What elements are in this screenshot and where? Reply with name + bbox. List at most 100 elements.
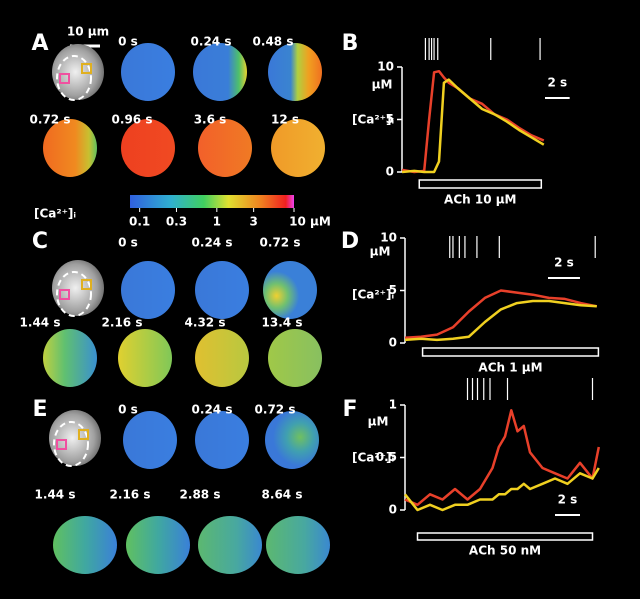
cell-frame <box>198 516 262 574</box>
trace <box>401 69 545 174</box>
time-label: 0.72 s <box>30 113 71 127</box>
time-label: 1.44 s <box>35 488 76 502</box>
cell-frame <box>53 516 117 574</box>
time-label: 0.24 s <box>192 236 233 250</box>
cell-frame <box>271 119 325 177</box>
stimulus-bar <box>416 532 594 541</box>
y-tick-label: 10 <box>380 231 397 245</box>
y-unit: µM <box>372 78 393 92</box>
cell-frame <box>43 119 97 177</box>
time-label: 8.64 s <box>262 488 303 502</box>
colorbar-tick-label: 0.3 <box>166 215 187 229</box>
stimulus-label: ACh 10 µM <box>444 193 516 207</box>
panel-letter: C <box>32 229 48 254</box>
stimulus-bar <box>418 179 543 189</box>
stimulus-label: ACh 50 nM <box>469 544 541 558</box>
gray-cell <box>52 260 104 316</box>
cell-frame <box>198 119 252 177</box>
colorbar-tick-label: 1 <box>213 215 221 229</box>
time-label: 0 s <box>118 35 138 49</box>
cell-frame <box>195 329 249 387</box>
time-label: 2.16 s <box>110 488 151 502</box>
time-label: 0.72 s <box>260 236 301 250</box>
y-tick-label: 0 <box>386 165 394 179</box>
cell-frame <box>121 261 175 319</box>
y-axis-label: [Ca²⁺]ᵢ <box>352 113 394 127</box>
cell-frame <box>193 43 247 101</box>
colorbar <box>130 195 294 208</box>
micron-scale-label: 10 µm <box>67 25 109 39</box>
cell-frame <box>43 329 97 387</box>
cell-outline <box>56 55 92 101</box>
cell-frame <box>195 411 249 469</box>
y-axis-label: [Ca²⁺]ᵢ <box>352 288 394 302</box>
time-label: 0 s <box>118 236 138 250</box>
panel-letter: B <box>342 31 359 56</box>
time-scale-label: 2 s <box>554 256 574 270</box>
roi-yellow <box>81 63 92 74</box>
time-label: 0.24 s <box>192 403 233 417</box>
y-tick-label: 5 <box>386 112 394 126</box>
panel-letter: D <box>341 229 359 254</box>
time-label: 0.72 s <box>255 403 296 417</box>
cell-frame <box>268 329 322 387</box>
stimulus-bar <box>421 347 600 357</box>
roi-yellow <box>78 429 89 440</box>
trace <box>404 299 597 342</box>
panel-letter: E <box>32 397 47 422</box>
trace <box>404 289 598 340</box>
trace <box>404 409 601 507</box>
cell-frame <box>266 516 330 574</box>
y-tick-label: 10 <box>377 60 394 74</box>
cell-frame <box>265 411 319 469</box>
cell-frame <box>123 411 177 469</box>
panel-letter: F <box>342 397 357 422</box>
panel-letter: A <box>31 31 48 56</box>
gray-cell <box>49 410 101 466</box>
time-label: 0.96 s <box>112 113 153 127</box>
trace <box>404 467 600 512</box>
time-label: 2.16 s <box>102 316 143 330</box>
time-label: 2.88 s <box>180 488 221 502</box>
time-scale-label: 2 s <box>547 76 567 90</box>
y-tick-label: 0.5 <box>376 450 397 464</box>
cell-frame <box>263 261 317 319</box>
gray-cell <box>52 44 104 100</box>
roi-pink <box>59 289 70 300</box>
time-label: 4.32 s <box>185 316 226 330</box>
y-axis-label: [Ca²⁺]ᵢ <box>352 451 394 465</box>
y-unit: µM <box>370 245 391 259</box>
time-label: 13.4 s <box>262 316 303 330</box>
roi-pink <box>59 73 70 84</box>
colorbar-tick-label: 0.1 <box>129 215 150 229</box>
roi-pink <box>56 439 67 450</box>
cell-outline <box>56 271 92 317</box>
y-tick-label: 0 <box>389 503 397 517</box>
roi-yellow <box>81 279 92 290</box>
time-label: 3.6 s <box>194 113 227 127</box>
cell-frame <box>121 43 175 101</box>
cell-frame <box>126 516 190 574</box>
cell-frame <box>121 119 175 177</box>
colorbar-tick-label: 3 <box>249 215 257 229</box>
y-tick-label: 5 <box>389 283 397 297</box>
stimulus-label: ACh 1 µM <box>478 361 542 375</box>
cell-frame <box>195 261 249 319</box>
colorbar-label: [Ca²⁺]ᵢ <box>34 207 76 221</box>
cell-outline <box>53 421 89 467</box>
y-tick-label: 1 <box>389 398 397 412</box>
time-label: 1.44 s <box>20 316 61 330</box>
time-label: 0.24 s <box>191 35 232 49</box>
colorbar-tick-label: 10 µM <box>289 215 331 229</box>
time-label: 0.48 s <box>253 35 294 49</box>
y-tick-label: 0 <box>389 336 397 350</box>
cell-frame <box>268 43 322 101</box>
cell-frame <box>118 329 172 387</box>
trace <box>401 78 545 174</box>
time-scale-label: 2 s <box>558 493 578 507</box>
y-unit: µM <box>368 415 389 429</box>
time-label: 12 s <box>271 113 299 127</box>
time-label: 0 s <box>118 403 138 417</box>
